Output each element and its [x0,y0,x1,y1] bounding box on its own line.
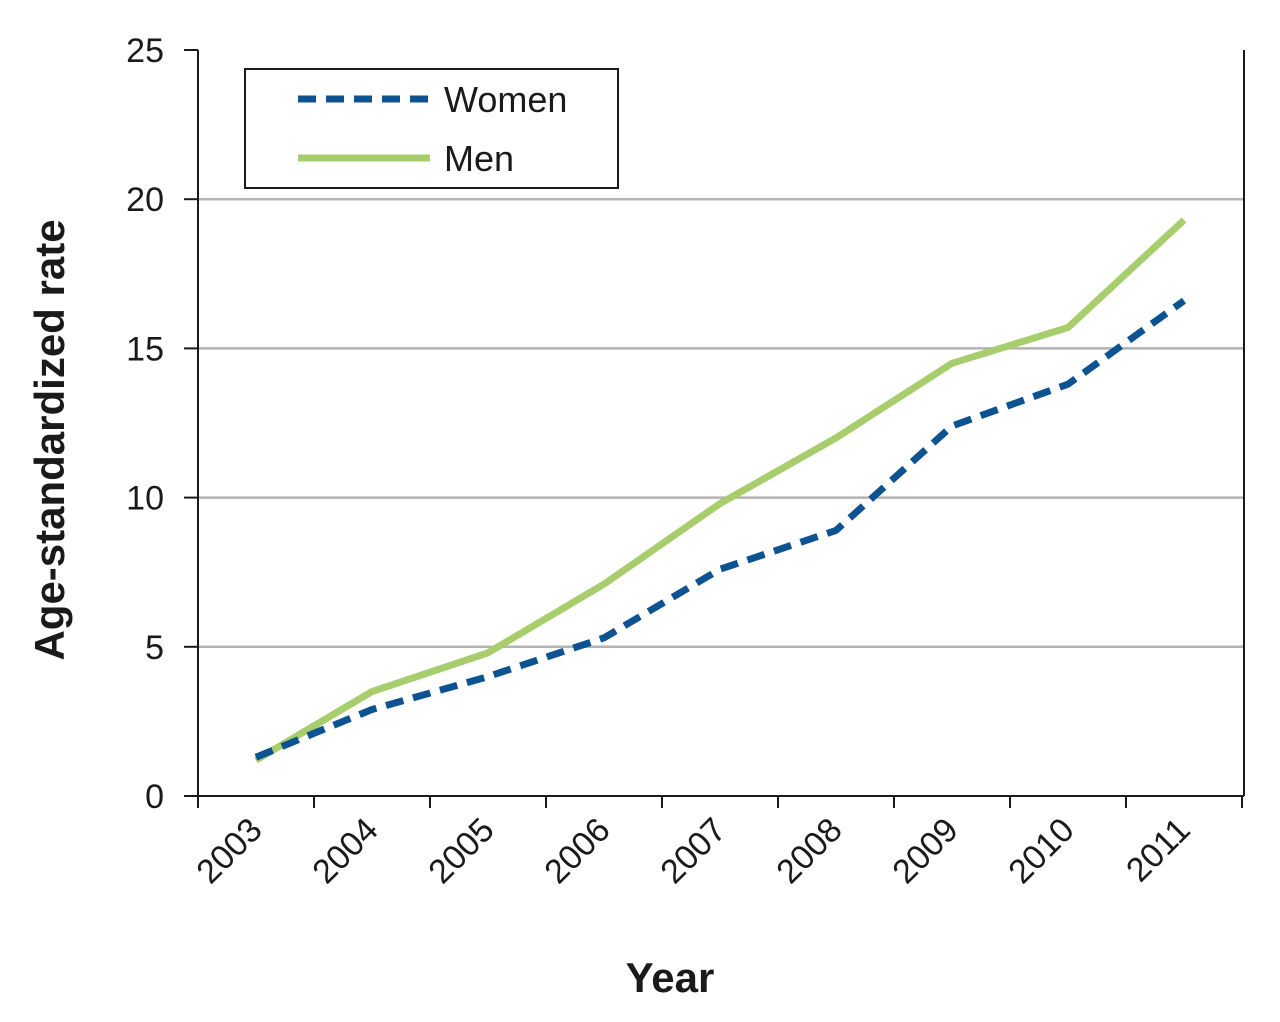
x-tick-label: 2011 [1119,811,1198,890]
y-ticks: 0 5 10 15 20 25 [126,32,198,816]
y-tick-label: 10 [126,480,164,518]
axes [197,50,1245,797]
x-tick-label: 2008 [769,811,849,891]
x-tick-label: 2005 [421,811,501,891]
x-tick-label: 2003 [189,811,269,891]
legend-label-women: Women [444,79,567,120]
x-tick-label: 2009 [885,811,965,891]
x-tick-label: 2007 [653,811,733,891]
x-tick-label: 2006 [537,811,617,891]
legend: Women Men [244,68,619,189]
y-tick-label: 0 [145,778,164,816]
x-ticks: 2003 2004 2005 2006 2007 2008 2009 2010 2011 [189,796,1243,891]
y-tick-label: 25 [126,32,164,70]
x-tick-label: 2010 [1001,811,1081,891]
series-lines [254,217,1187,764]
x-axis-title: Year [626,954,715,1001]
series-line-men [254,217,1187,764]
legend-label-men: Men [444,138,514,179]
series-line-women [254,297,1187,761]
y-axis-title: Age-standardized rate [26,219,73,660]
legend-box [244,68,619,189]
y-tick-label: 5 [145,629,164,667]
y-tick-label: 15 [126,330,164,368]
gridlines [198,197,1244,649]
y-tick-label: 20 [126,181,164,219]
x-tick-label: 2004 [305,811,385,891]
